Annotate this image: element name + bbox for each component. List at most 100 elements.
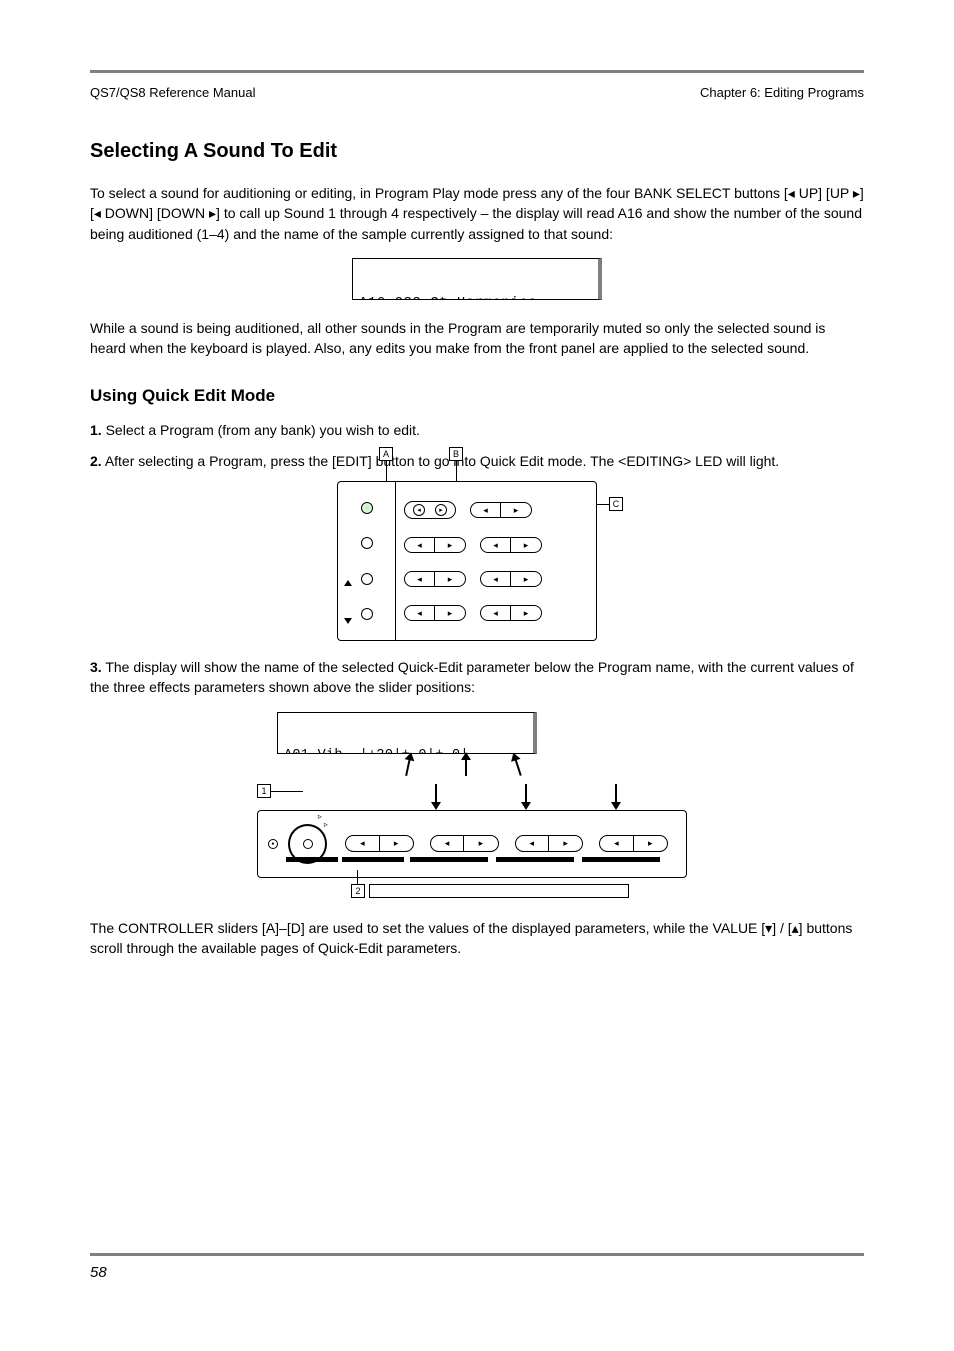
step1-number: 1. xyxy=(90,422,102,438)
step-2: 2. After selecting a Program, press the … xyxy=(90,451,864,471)
step3-number: 3. xyxy=(90,659,102,675)
arrow-down-1 xyxy=(435,784,437,804)
value-pair: ◂ ▸ xyxy=(345,835,414,852)
row-3: ◂▸ ◂▸ xyxy=(404,571,588,587)
btn-right-icon: ▸ xyxy=(435,538,465,552)
underline-1 xyxy=(286,857,338,862)
btn-left-icon: ◂ xyxy=(516,836,549,851)
btn-right-icon: ▸ xyxy=(511,538,541,552)
panel-box: ◂ ▸ ◂ ▸ ◂▸ ◂▸ ◂▸ ◂▸ ◂▸ ◂▸ xyxy=(337,481,597,641)
underline-4 xyxy=(496,857,574,862)
underline-2 xyxy=(342,857,404,862)
page-title: Selecting A Sound To Edit xyxy=(90,140,864,163)
long-box xyxy=(369,884,629,898)
pair-1b: ◂ ▸ xyxy=(470,502,532,518)
arrow-up-1 xyxy=(405,758,411,776)
row-2: ◂▸ ◂▸ xyxy=(404,537,588,553)
circle-left-icon: ◂ xyxy=(413,504,425,516)
pair-2a: ◂▸ xyxy=(404,537,466,553)
btn-right-icon: ▸ xyxy=(380,836,413,851)
slider-pair-2: ◂ ▸ xyxy=(515,835,584,852)
panel-led-column xyxy=(338,482,396,640)
btn-left-icon: ◂ xyxy=(405,606,435,620)
lcd1-line1: A16 032 Gt.Harmonics xyxy=(359,295,592,300)
circle-right-icon: ▸ xyxy=(435,504,447,516)
btn-right-icon: ▸ xyxy=(549,836,582,851)
triangle-up-icon xyxy=(344,580,352,586)
step2-number: 2. xyxy=(90,453,102,469)
paragraph-2: While a sound is being auditioned, all o… xyxy=(90,318,864,359)
btn-right-icon: ▸ xyxy=(435,572,465,586)
dial-tri-1: ▹ xyxy=(318,812,322,821)
led-4 xyxy=(361,608,373,620)
underline-3 xyxy=(410,857,488,862)
header-left: QS7/QS8 Reference Manual xyxy=(90,85,255,100)
led-1 xyxy=(361,502,373,514)
pair-2b: ◂▸ xyxy=(480,537,542,553)
callout-2: 2 xyxy=(351,884,365,898)
below-panel-row: 2 xyxy=(351,884,697,898)
row-4: ◂▸ ◂▸ xyxy=(404,605,588,621)
step3-text: The display will show the name of the se… xyxy=(90,659,854,695)
btn-left-icon: ◂ xyxy=(481,538,511,552)
btn-right-icon: ▸ xyxy=(464,836,497,851)
arrow-down-3 xyxy=(615,784,617,804)
dial-tri-2: ▹ xyxy=(324,820,328,829)
led-3 xyxy=(361,573,373,585)
btn-left-icon: ◂ xyxy=(481,606,511,620)
btn-left-icon: ◂ xyxy=(600,836,633,851)
header-right: Chapter 6: Editing Programs xyxy=(700,85,864,100)
paragraph-after-diagram: The CONTROLLER sliders [A]–[D] are used … xyxy=(90,918,864,959)
btn-right-icon: ▸ xyxy=(511,572,541,586)
footer-rule xyxy=(90,1253,864,1256)
panel-buttons-column: ◂ ▸ ◂ ▸ ◂▸ ◂▸ ◂▸ ◂▸ ◂▸ ◂▸ xyxy=(396,482,596,640)
callout-b: B xyxy=(449,447,463,461)
underline-5 xyxy=(582,857,660,862)
pair-4b: ◂▸ xyxy=(480,605,542,621)
btn-left-icon: ◂ xyxy=(405,538,435,552)
pair-3a: ◂▸ xyxy=(404,571,466,587)
led-2 xyxy=(361,537,373,549)
quick-edit-diagram: A01 Vib. |+20|± 0|± 0| 100 0: 1 ● ▹ ▹ ◂ … xyxy=(257,712,697,898)
lcd-display-1: A16 032 Gt.Harmonics 100 0: xyxy=(352,258,602,300)
step1-text: Select a Program (from any bank) you wis… xyxy=(106,422,420,438)
arrow-up-2 xyxy=(465,758,467,776)
subheading-quick-edit: Using Quick Edit Mode xyxy=(90,386,864,406)
circle-pair: ◂ ▸ xyxy=(404,501,456,519)
arrow-up-3 xyxy=(514,758,521,776)
quick-edit-panel: ● ▹ ▹ ◂ ▸ ◂ ▸ ◂ ▸ ◂ ▸ xyxy=(257,810,687,878)
intro-paragraph: To select a sound for auditioning or edi… xyxy=(90,183,864,244)
btn-left-icon: ◂ xyxy=(431,836,464,851)
slider-pair-1: ◂ ▸ xyxy=(430,835,499,852)
callout-line-2 xyxy=(357,870,358,884)
btn-right-icon: ▸ xyxy=(634,836,667,851)
page-number: 58 xyxy=(90,1264,864,1281)
step2-text: After selecting a Program, press the [ED… xyxy=(105,453,779,469)
callout-c: C xyxy=(609,497,623,511)
slider-pair-3: ◂ ▸ xyxy=(599,835,668,852)
btn-left-icon: ◂ xyxy=(405,572,435,586)
dial-center xyxy=(303,839,313,849)
triangle-down-icon xyxy=(344,618,352,624)
pair-4a: ◂▸ xyxy=(404,605,466,621)
btn-right-icon: ▸ xyxy=(435,606,465,620)
small-dot-icon: ● xyxy=(268,839,278,849)
step-1: 1. Select a Program (from any bank) you … xyxy=(90,420,864,440)
callout-a: A xyxy=(379,447,393,461)
btn-right-icon: ▸ xyxy=(501,503,531,517)
callout-1: 1 xyxy=(257,784,271,798)
lcd-display-2: A01 Vib. |+20|± 0|± 0| 100 0: xyxy=(277,712,537,754)
page-footer: 58 xyxy=(90,1253,864,1281)
btn-left-icon: ◂ xyxy=(471,503,501,517)
step-3: 3. The display will show the name of the… xyxy=(90,657,864,698)
edit-panel-diagram: A B C ◂ ▸ ◂ ▸ ◂▸ xyxy=(337,481,617,641)
page-header: QS7/QS8 Reference Manual Chapter 6: Edit… xyxy=(90,85,864,100)
btn-right-icon: ▸ xyxy=(511,606,541,620)
callout-line-1 xyxy=(271,791,303,792)
btn-left-icon: ◂ xyxy=(346,836,379,851)
header-rule xyxy=(90,70,864,73)
arrow-down-2 xyxy=(525,784,527,804)
btn-left-icon: ◂ xyxy=(481,572,511,586)
row-1: ◂ ▸ ◂ ▸ xyxy=(404,501,588,519)
pair-3b: ◂▸ xyxy=(480,571,542,587)
